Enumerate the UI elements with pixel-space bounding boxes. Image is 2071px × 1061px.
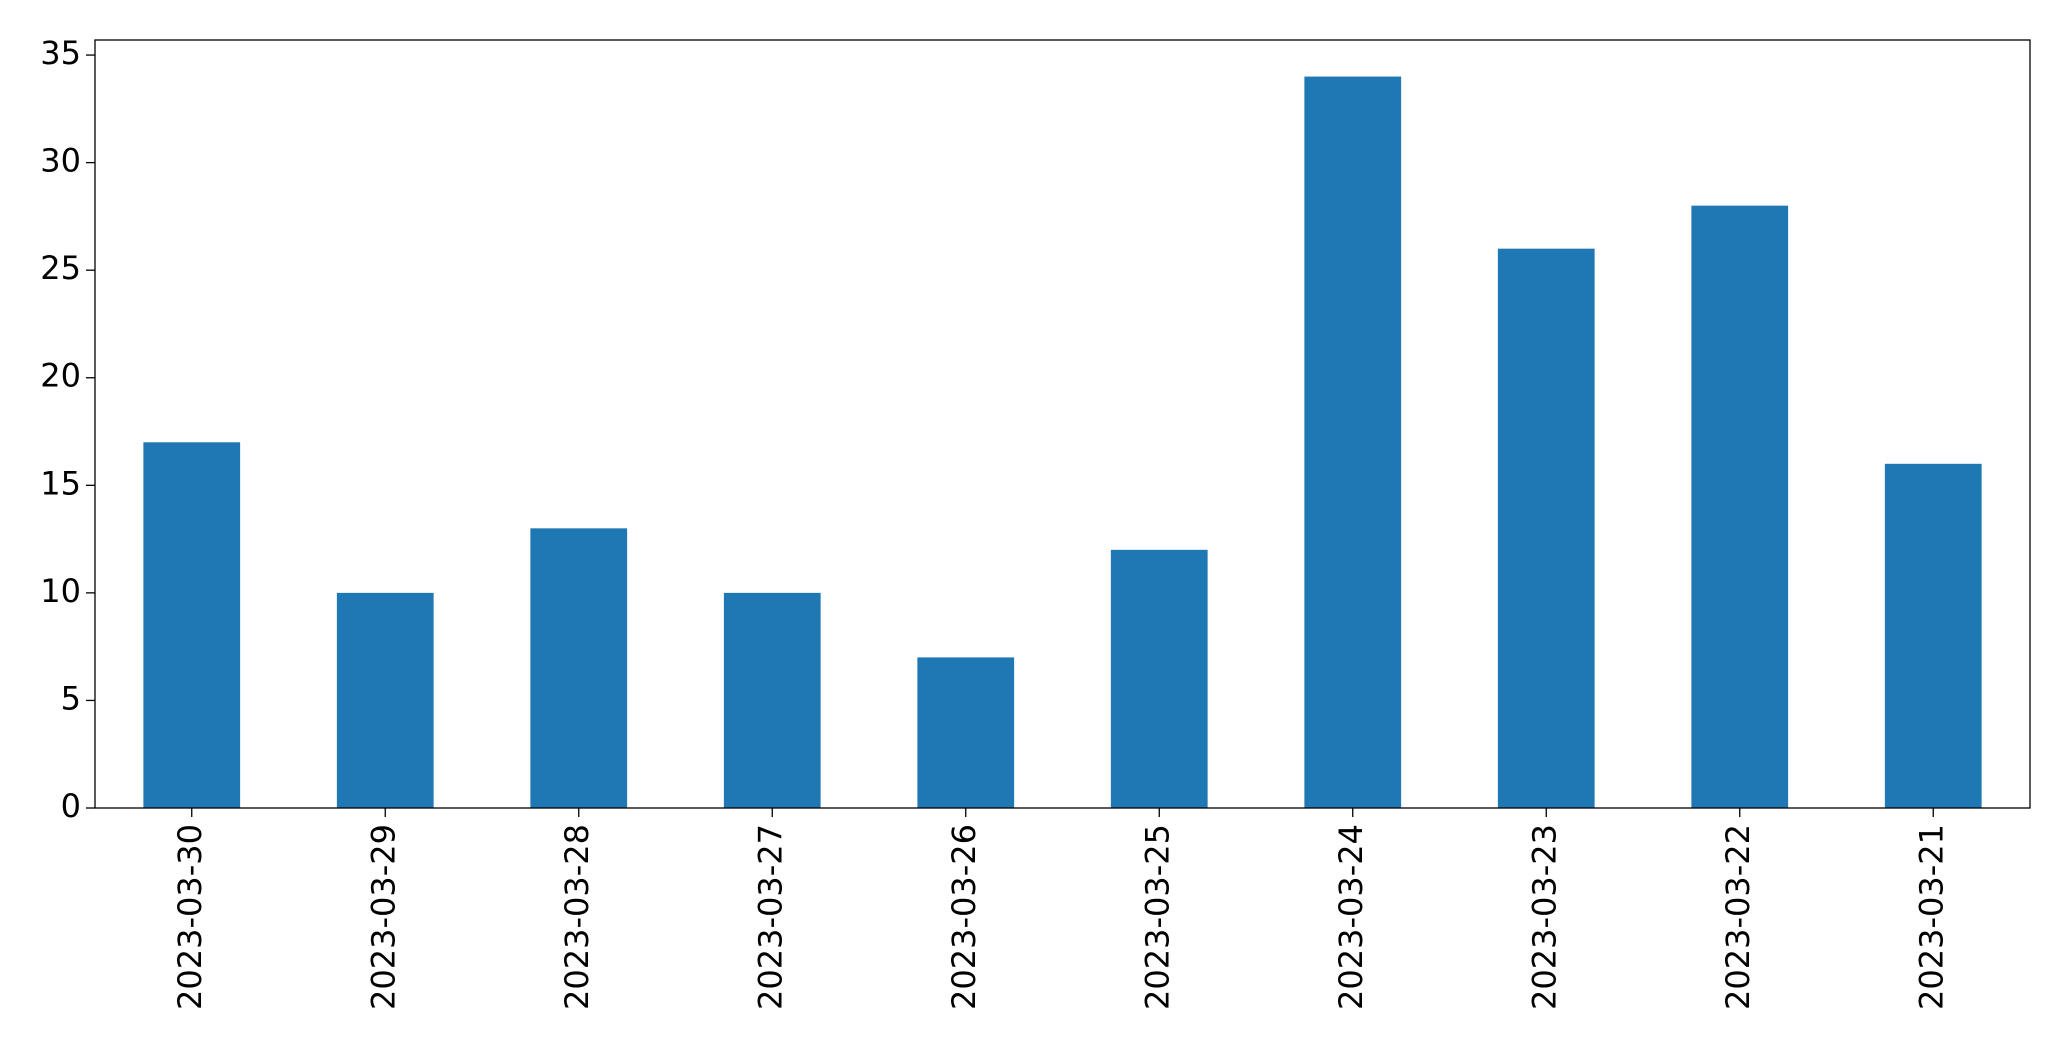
x-tick-label: 2023-03-26 [945, 824, 983, 1010]
y-tick-label: 15 [40, 464, 81, 502]
bar [530, 528, 628, 808]
y-tick-label: 0 [61, 787, 81, 825]
x-tick-label: 2023-03-27 [751, 824, 789, 1010]
x-tick-label: 2023-03-25 [1138, 824, 1176, 1010]
x-tick-label: 2023-03-29 [364, 824, 402, 1010]
bar [336, 592, 434, 808]
bar [1884, 463, 1982, 808]
bar [143, 442, 241, 808]
bar [1110, 549, 1208, 808]
bar [1691, 205, 1789, 808]
x-tick-label: 2023-03-22 [1719, 824, 1757, 1010]
y-tick-label: 20 [40, 357, 81, 395]
x-tick-label: 2023-03-23 [1525, 824, 1563, 1010]
y-tick-label: 25 [40, 249, 81, 287]
plot-frame [94, 39, 2031, 809]
bar [723, 592, 821, 808]
x-tick-label: 2023-03-28 [558, 824, 596, 1010]
bar [1497, 248, 1595, 809]
y-tick-label: 30 [40, 142, 81, 180]
y-tick-label: 10 [40, 572, 81, 610]
y-tick-label: 35 [40, 34, 81, 72]
bar [1304, 76, 1402, 809]
bar [917, 657, 1015, 808]
y-tick-label: 5 [61, 679, 81, 717]
x-tick-label: 2023-03-30 [171, 824, 209, 1010]
x-tick-label: 2023-03-21 [1912, 824, 1950, 1010]
x-tick-label: 2023-03-24 [1332, 824, 1370, 1010]
